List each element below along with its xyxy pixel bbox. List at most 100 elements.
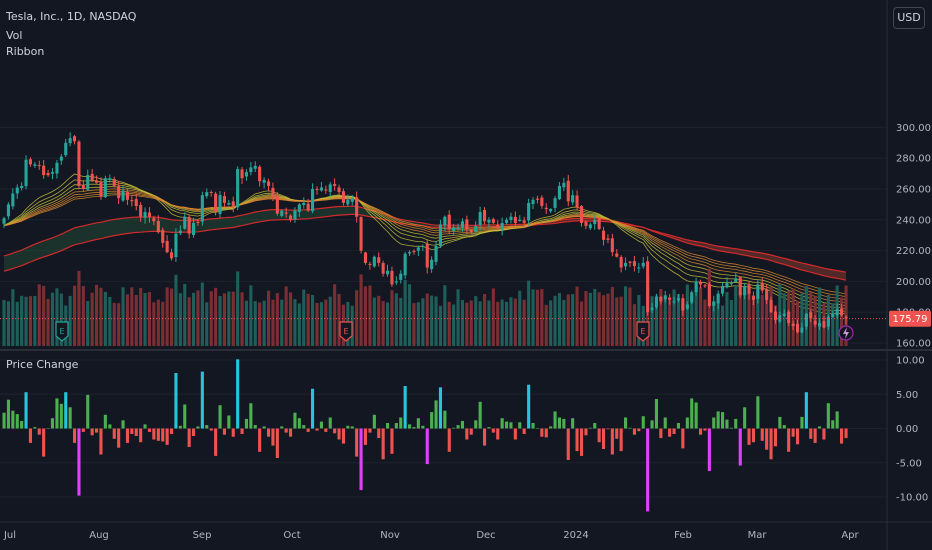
candle-body <box>209 192 213 193</box>
volume-bar <box>183 284 187 346</box>
volume-bar <box>483 294 487 346</box>
candle-body <box>355 197 359 217</box>
price-change-bar <box>597 428 601 443</box>
price-change-bar <box>170 428 174 434</box>
price-change-bar <box>434 400 438 429</box>
candle-body <box>822 321 826 328</box>
volume-bar <box>575 286 579 346</box>
volume-bar <box>271 299 275 346</box>
price-change-bar <box>236 359 240 429</box>
price-change-bar <box>743 407 747 429</box>
price-change-bar <box>606 428 610 430</box>
volume-bar <box>597 292 601 346</box>
symbol-title[interactable]: Tesla, Inc., 1D, NASDAQ <box>6 10 137 23</box>
candle-body <box>174 233 178 258</box>
price-change-bar <box>372 414 376 429</box>
volume-bar <box>681 303 685 346</box>
ribbon-legend[interactable]: Ribbon <box>6 45 45 58</box>
price-change-bar <box>632 428 636 435</box>
volume-bar <box>306 293 310 346</box>
candle-body <box>73 136 77 142</box>
price-change-bar <box>522 428 526 434</box>
price-change-bar <box>703 428 707 431</box>
volume-bar <box>363 286 367 346</box>
price-change-bar <box>244 418 248 429</box>
ribbon-line <box>3 186 847 306</box>
candle-body <box>130 200 134 202</box>
candle-body <box>835 309 839 316</box>
candle-body <box>575 195 579 208</box>
volume-bar <box>624 286 628 346</box>
volume-bar <box>267 290 271 346</box>
volume-bar <box>275 293 279 346</box>
price-change-bar <box>610 428 614 455</box>
candle-body <box>804 313 808 327</box>
volume-bar <box>394 293 398 346</box>
volume-bar <box>33 295 37 346</box>
volume-bar <box>716 302 720 346</box>
price-change-legend[interactable]: Price Change <box>6 358 79 371</box>
volume-bar <box>297 303 301 346</box>
price-change-bar <box>699 428 703 435</box>
candle-body <box>319 187 323 191</box>
change-tick-label: 10.00 <box>896 356 925 367</box>
volume-bar <box>174 274 178 346</box>
price-change-bar <box>55 398 59 429</box>
volume-bar <box>496 301 500 346</box>
candle-body <box>386 270 390 275</box>
volume-bar <box>11 289 15 346</box>
candle-body <box>108 178 112 180</box>
volume-bar <box>769 286 773 346</box>
currency-button[interactable]: USD <box>893 7 925 29</box>
price-change-bar <box>205 425 209 429</box>
candle-body <box>271 187 275 197</box>
price-change-bar <box>835 411 839 429</box>
price-change-bar <box>580 428 584 456</box>
candle-body <box>694 281 698 293</box>
price-change-bar <box>161 428 165 442</box>
price-change-bar <box>209 428 213 431</box>
candle-body <box>430 259 434 270</box>
price-change-bar <box>438 387 442 429</box>
candle-body <box>421 246 425 247</box>
price-change-bar <box>319 421 323 429</box>
price-change-bar <box>430 412 434 429</box>
volume-bar <box>615 297 619 346</box>
volume-bar <box>474 296 478 346</box>
price-change-bar <box>416 418 420 429</box>
price-change-bar <box>134 428 138 436</box>
candle-body <box>341 191 345 203</box>
candle-body <box>505 219 509 223</box>
time-tick-label: Oct <box>283 530 300 541</box>
candle-body <box>200 195 204 222</box>
price-change-bar <box>460 421 464 429</box>
volume-legend[interactable]: Vol <box>6 29 23 42</box>
candle-body <box>165 241 169 253</box>
price-change-bar <box>28 428 32 443</box>
candle-body <box>593 219 597 225</box>
candle-body <box>584 221 588 226</box>
candle-body <box>531 199 535 204</box>
price-change-bar <box>77 428 81 496</box>
candle-body <box>192 222 196 235</box>
volume-bar <box>262 300 266 346</box>
volume-bar <box>130 287 134 346</box>
candle-body <box>535 198 539 200</box>
volume-bar <box>117 303 121 346</box>
price-change-bar <box>50 418 54 429</box>
price-change-bar <box>267 428 271 437</box>
price-change-bar <box>20 421 24 429</box>
volume-bar <box>425 293 429 346</box>
price-change-bar <box>562 418 566 429</box>
price-change-bar <box>588 427 592 429</box>
change-axis[interactable]: 10.00 5.00 0.00 -5.00 -10.00 <box>896 356 928 504</box>
time-axis[interactable]: Jul Aug Sep Oct Nov Dec 2024 Feb Mar Apr <box>3 530 860 541</box>
ribbon-line <box>3 190 847 301</box>
price-change-bar <box>139 428 143 443</box>
candle-body <box>408 252 412 254</box>
candle-body <box>161 229 165 243</box>
candle-body <box>42 165 46 176</box>
volume-bar <box>165 287 169 346</box>
